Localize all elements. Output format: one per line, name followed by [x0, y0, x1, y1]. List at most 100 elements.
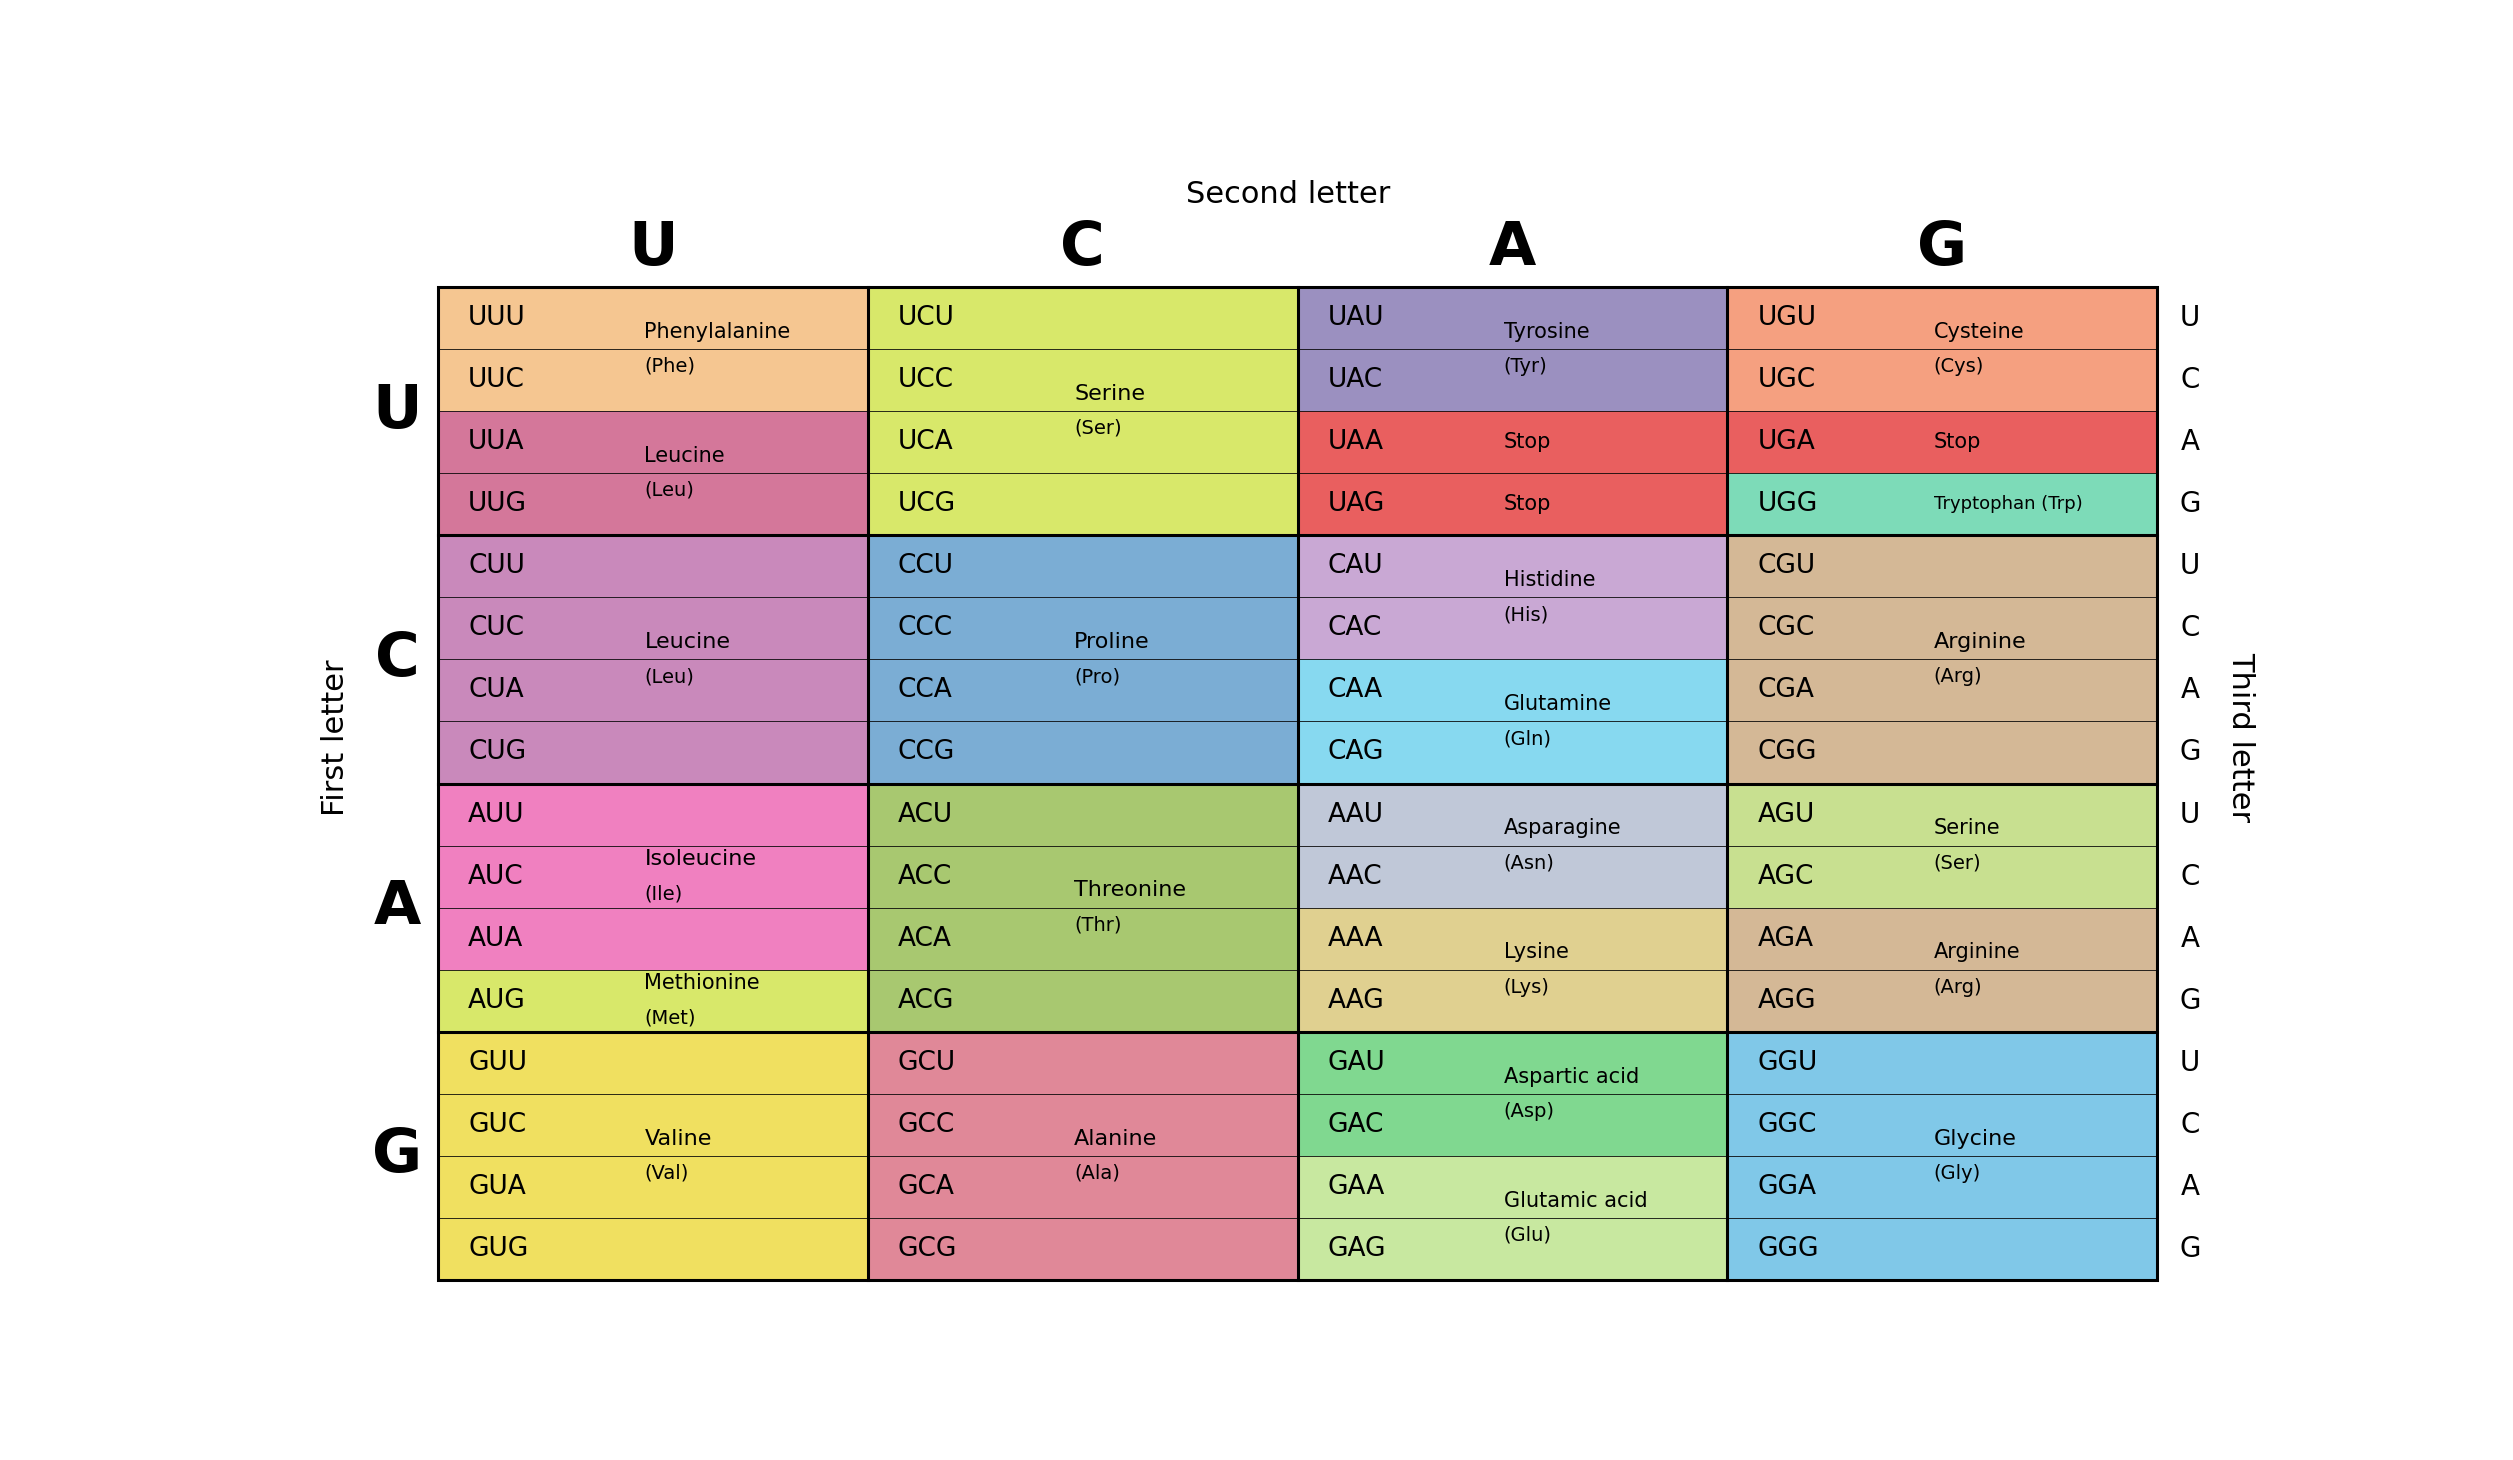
- FancyBboxPatch shape: [1297, 349, 1726, 412]
- Text: Stop: Stop: [1932, 432, 1980, 453]
- Text: (Gln): (Gln): [1503, 730, 1553, 749]
- FancyBboxPatch shape: [867, 845, 1297, 908]
- Text: CGU: CGU: [1757, 553, 1814, 580]
- Text: UAA: UAA: [1327, 429, 1385, 456]
- Text: Proline: Proline: [1073, 632, 1151, 653]
- Text: GAU: GAU: [1327, 1050, 1385, 1076]
- Text: Arginine: Arginine: [1932, 942, 2020, 962]
- Text: GCC: GCC: [897, 1113, 955, 1137]
- FancyBboxPatch shape: [1726, 597, 2156, 660]
- Text: GAG: GAG: [1327, 1237, 1387, 1261]
- Text: CAA: CAA: [1327, 677, 1382, 704]
- FancyBboxPatch shape: [1726, 1218, 2156, 1280]
- FancyBboxPatch shape: [867, 1032, 1297, 1094]
- Text: Cysteine: Cysteine: [1932, 321, 2025, 342]
- FancyBboxPatch shape: [867, 784, 1297, 845]
- FancyBboxPatch shape: [437, 1032, 867, 1094]
- Text: U: U: [372, 381, 422, 441]
- Text: Glycine: Glycine: [1932, 1129, 2015, 1149]
- Text: (Ala): (Ala): [1073, 1164, 1121, 1183]
- Text: Second letter: Second letter: [1186, 180, 1390, 209]
- Text: UAC: UAC: [1327, 366, 1382, 393]
- Text: G: G: [2179, 491, 2201, 518]
- Text: ACC: ACC: [897, 864, 952, 889]
- FancyBboxPatch shape: [867, 660, 1297, 721]
- FancyBboxPatch shape: [437, 349, 867, 412]
- FancyBboxPatch shape: [1726, 473, 2156, 536]
- FancyBboxPatch shape: [867, 412, 1297, 473]
- Text: GCG: GCG: [897, 1237, 957, 1261]
- Text: G: G: [2179, 739, 2201, 766]
- FancyBboxPatch shape: [1297, 473, 1726, 536]
- Text: CGC: CGC: [1757, 615, 1814, 641]
- Text: AAG: AAG: [1327, 988, 1385, 1013]
- Text: C: C: [2181, 366, 2199, 394]
- Text: AGG: AGG: [1757, 988, 1817, 1013]
- FancyBboxPatch shape: [1297, 1094, 1726, 1156]
- Text: (Arg): (Arg): [1932, 978, 1983, 997]
- Text: Leucine: Leucine: [643, 632, 731, 653]
- Text: Third letter: Third letter: [2227, 653, 2254, 822]
- Text: Serine: Serine: [1073, 384, 1146, 403]
- Text: ACG: ACG: [897, 988, 955, 1013]
- Text: A: A: [1488, 219, 1535, 279]
- FancyBboxPatch shape: [437, 473, 867, 536]
- Text: Methionine: Methionine: [643, 974, 759, 993]
- FancyBboxPatch shape: [437, 412, 867, 473]
- Text: AUU: AUU: [467, 802, 525, 828]
- Text: (Cys): (Cys): [1932, 356, 1983, 375]
- Text: CAC: CAC: [1327, 615, 1382, 641]
- Text: CAG: CAG: [1327, 739, 1385, 765]
- Text: (Tyr): (Tyr): [1503, 356, 1548, 375]
- Text: Lysine: Lysine: [1503, 942, 1568, 962]
- FancyBboxPatch shape: [437, 1218, 867, 1280]
- Text: UGG: UGG: [1757, 491, 1817, 517]
- Text: Glutamic acid: Glutamic acid: [1503, 1191, 1649, 1210]
- FancyBboxPatch shape: [1297, 412, 1726, 473]
- Text: CUG: CUG: [467, 739, 525, 765]
- Text: Asparagine: Asparagine: [1503, 818, 1621, 838]
- Text: CCU: CCU: [897, 553, 955, 580]
- Text: First letter: First letter: [322, 658, 349, 816]
- Text: UAG: UAG: [1327, 491, 1385, 517]
- Text: CGG: CGG: [1757, 739, 1817, 765]
- FancyBboxPatch shape: [1726, 721, 2156, 784]
- FancyBboxPatch shape: [1726, 536, 2156, 597]
- FancyBboxPatch shape: [437, 597, 867, 660]
- FancyBboxPatch shape: [1726, 845, 2156, 908]
- FancyBboxPatch shape: [1726, 1032, 2156, 1094]
- Text: (Leu): (Leu): [643, 480, 694, 499]
- Text: Leucine: Leucine: [643, 445, 726, 466]
- Text: AAC: AAC: [1327, 864, 1382, 889]
- Text: C: C: [2181, 863, 2199, 891]
- Text: (Arg): (Arg): [1932, 667, 1983, 686]
- Text: (Glu): (Glu): [1503, 1226, 1553, 1245]
- FancyBboxPatch shape: [1297, 536, 1726, 597]
- Text: C: C: [2181, 615, 2199, 642]
- Text: CCC: CCC: [897, 615, 952, 641]
- Text: UUC: UUC: [467, 366, 525, 393]
- Text: UCC: UCC: [897, 366, 955, 393]
- FancyBboxPatch shape: [1726, 349, 2156, 412]
- Text: Arginine: Arginine: [1932, 632, 2025, 653]
- Text: Aspartic acid: Aspartic acid: [1503, 1066, 1638, 1086]
- Text: GGA: GGA: [1757, 1174, 1817, 1200]
- Text: Isoleucine: Isoleucine: [643, 850, 756, 869]
- FancyBboxPatch shape: [1726, 412, 2156, 473]
- Text: Stop: Stop: [1503, 493, 1551, 514]
- Text: Alanine: Alanine: [1073, 1129, 1158, 1149]
- Text: (Thr): (Thr): [1073, 915, 1121, 934]
- Text: Tyrosine: Tyrosine: [1503, 321, 1591, 342]
- Text: UCU: UCU: [897, 305, 955, 331]
- Text: CCG: CCG: [897, 739, 955, 765]
- Text: G: G: [2179, 987, 2201, 1015]
- Text: Phenylalanine: Phenylalanine: [643, 321, 792, 342]
- FancyBboxPatch shape: [1726, 969, 2156, 1032]
- Text: (Ser): (Ser): [1073, 419, 1121, 438]
- FancyBboxPatch shape: [1726, 908, 2156, 969]
- Text: (Leu): (Leu): [643, 667, 694, 686]
- Text: U: U: [2179, 552, 2201, 580]
- Text: AUA: AUA: [467, 926, 523, 952]
- FancyBboxPatch shape: [867, 1156, 1297, 1218]
- FancyBboxPatch shape: [1726, 1094, 2156, 1156]
